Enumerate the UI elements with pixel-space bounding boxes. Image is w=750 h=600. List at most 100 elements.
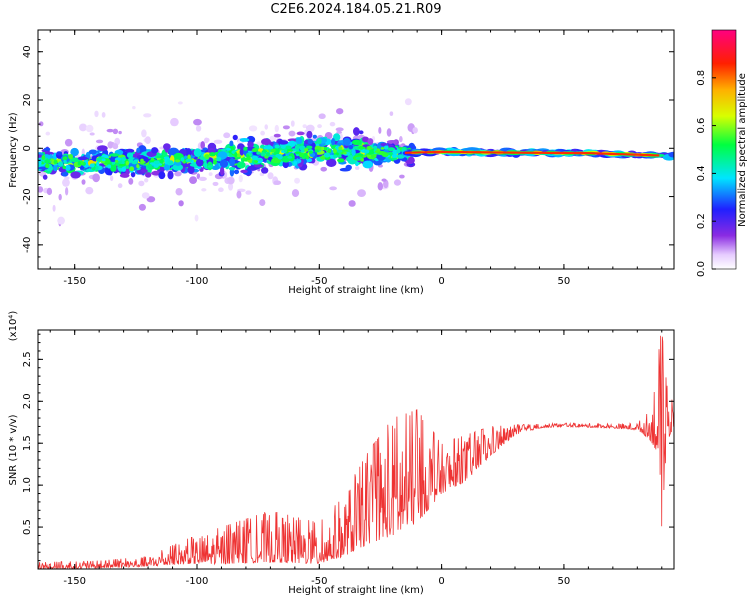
spectrogram-cell bbox=[291, 189, 300, 198]
spectrogram-cell bbox=[143, 113, 152, 118]
spectrogram-cell bbox=[303, 147, 309, 152]
spectrogram-cell bbox=[393, 179, 401, 186]
spectrogram-cell bbox=[65, 164, 71, 171]
spectrogram-cell bbox=[384, 145, 389, 150]
spectrogram-cell bbox=[200, 141, 205, 150]
spectrogram-y-label: Frequency (Hz) bbox=[8, 112, 19, 188]
spectrogram-cell bbox=[278, 140, 289, 145]
spectrogram-cell bbox=[221, 148, 227, 152]
spectrogram-cell bbox=[79, 123, 87, 132]
spectrogram-cell bbox=[285, 145, 292, 150]
spectrogram-cell bbox=[204, 154, 210, 160]
colorbar-tick-label: 0.4 bbox=[696, 165, 707, 181]
spectrogram-cell bbox=[125, 160, 130, 166]
spectrogram-cell bbox=[101, 158, 106, 162]
spectrogram-cell bbox=[198, 176, 207, 181]
spectrogram-cell bbox=[260, 152, 266, 157]
spectrogram-cell bbox=[70, 147, 79, 157]
spectrogram-cell bbox=[259, 172, 265, 177]
spectrogram-cell bbox=[380, 147, 385, 150]
spectrogram-cell bbox=[70, 171, 81, 179]
spectrogram-cell bbox=[162, 153, 168, 157]
spectrogram-cell bbox=[57, 216, 65, 225]
spectrogram-cell bbox=[125, 165, 129, 169]
spectrogram-cell bbox=[335, 127, 344, 132]
spectrogram-cell bbox=[57, 161, 64, 167]
spectrogram-cell bbox=[77, 161, 81, 166]
spectrogram-cell bbox=[88, 149, 97, 155]
spectrogram-cell bbox=[114, 159, 119, 163]
spectrogram-cell bbox=[187, 165, 195, 175]
spectrogram-cell bbox=[329, 186, 337, 191]
x-tick-label: 50 bbox=[558, 576, 571, 587]
spectrogram-cell bbox=[212, 181, 219, 186]
x-tick-label: 0 bbox=[438, 276, 444, 287]
spectrogram-cell bbox=[108, 169, 113, 176]
spectrogram-cell bbox=[234, 152, 238, 158]
spectrogram-cell bbox=[348, 144, 354, 150]
spectrogram-cell bbox=[362, 160, 374, 169]
spectrogram-cell bbox=[45, 163, 50, 169]
colorbar-frame bbox=[711, 29, 737, 270]
spectrogram-cell bbox=[295, 137, 303, 145]
spectrogram-cell bbox=[101, 112, 106, 118]
spectrogram-cell bbox=[327, 148, 332, 153]
spectrogram-cell bbox=[387, 147, 396, 152]
spectrogram-cell bbox=[121, 156, 126, 162]
spectrogram-cell bbox=[175, 187, 183, 196]
spectrogram-cell bbox=[668, 151, 674, 158]
y-tick-label: 0 bbox=[22, 145, 33, 151]
y-tick-label: -40 bbox=[22, 237, 33, 253]
spectrogram-cell bbox=[337, 158, 345, 163]
spectrogram-cell bbox=[354, 166, 360, 170]
spectrogram-cell bbox=[146, 196, 156, 203]
spectrogram-cell bbox=[307, 138, 313, 145]
spectrogram-cell bbox=[53, 159, 58, 165]
spectrogram-cell bbox=[178, 200, 184, 207]
spectrogram-cell bbox=[219, 159, 229, 168]
spectrogram-cell bbox=[112, 143, 119, 150]
spectrogram-cell bbox=[236, 153, 241, 158]
spectrogram-cell bbox=[366, 146, 372, 151]
y-tick-label: 0.5 bbox=[22, 519, 33, 535]
spectrogram-cell bbox=[296, 131, 305, 136]
spectrogram-cell bbox=[389, 111, 394, 116]
spectrogram-cell bbox=[381, 152, 389, 158]
spectrogram-cell bbox=[290, 120, 295, 127]
spectrogram-cell bbox=[141, 129, 147, 138]
spectrogram-cell bbox=[89, 132, 95, 136]
spectrogram-cell bbox=[144, 136, 151, 144]
spectrogram-cell bbox=[240, 169, 248, 174]
spectrogram-heatmap bbox=[38, 98, 674, 227]
spectrogram-cell bbox=[223, 132, 231, 139]
spectrogram-cell bbox=[391, 153, 398, 158]
snr-y-label: SNR (10 * v/v) bbox=[8, 414, 19, 485]
spectrogram-cell bbox=[371, 154, 376, 158]
snr-x-ticks: -150 -100 -50 0 50 bbox=[49, 330, 663, 587]
colorbar: 0.0 0.2 0.4 0.6 0.8 Normalized spectral ampl… bbox=[696, 29, 748, 277]
spectrogram-cell bbox=[238, 174, 243, 183]
spectrogram-cell bbox=[360, 158, 364, 162]
spectrogram-cell bbox=[174, 159, 181, 163]
x-tick-label: -150 bbox=[63, 276, 86, 287]
spectrogram-cell bbox=[251, 155, 259, 161]
spectrogram-cell bbox=[308, 150, 313, 154]
spectrogram-cell bbox=[338, 146, 343, 151]
spectrogram-cell bbox=[121, 166, 127, 172]
y-tick-label: 1.5 bbox=[22, 435, 33, 451]
spectrogram-cell bbox=[95, 139, 104, 144]
spectrogram-cell bbox=[39, 121, 44, 127]
spectrogram-cell bbox=[199, 156, 205, 161]
spectrogram-cell bbox=[62, 165, 66, 170]
spectrogram-cell bbox=[187, 154, 191, 160]
spectrogram-cell bbox=[246, 135, 256, 144]
spectrogram-cell bbox=[362, 154, 367, 158]
spectrogram-cell bbox=[363, 149, 370, 154]
spectrogram-cell bbox=[293, 160, 298, 166]
spectrogram-cell bbox=[343, 151, 347, 155]
spectrogram-cell bbox=[318, 113, 326, 120]
spectrogram-cell bbox=[117, 183, 123, 189]
spectrogram-cell bbox=[38, 160, 42, 166]
spectrogram-cell bbox=[246, 154, 250, 158]
spectrogram-cell bbox=[320, 166, 328, 172]
